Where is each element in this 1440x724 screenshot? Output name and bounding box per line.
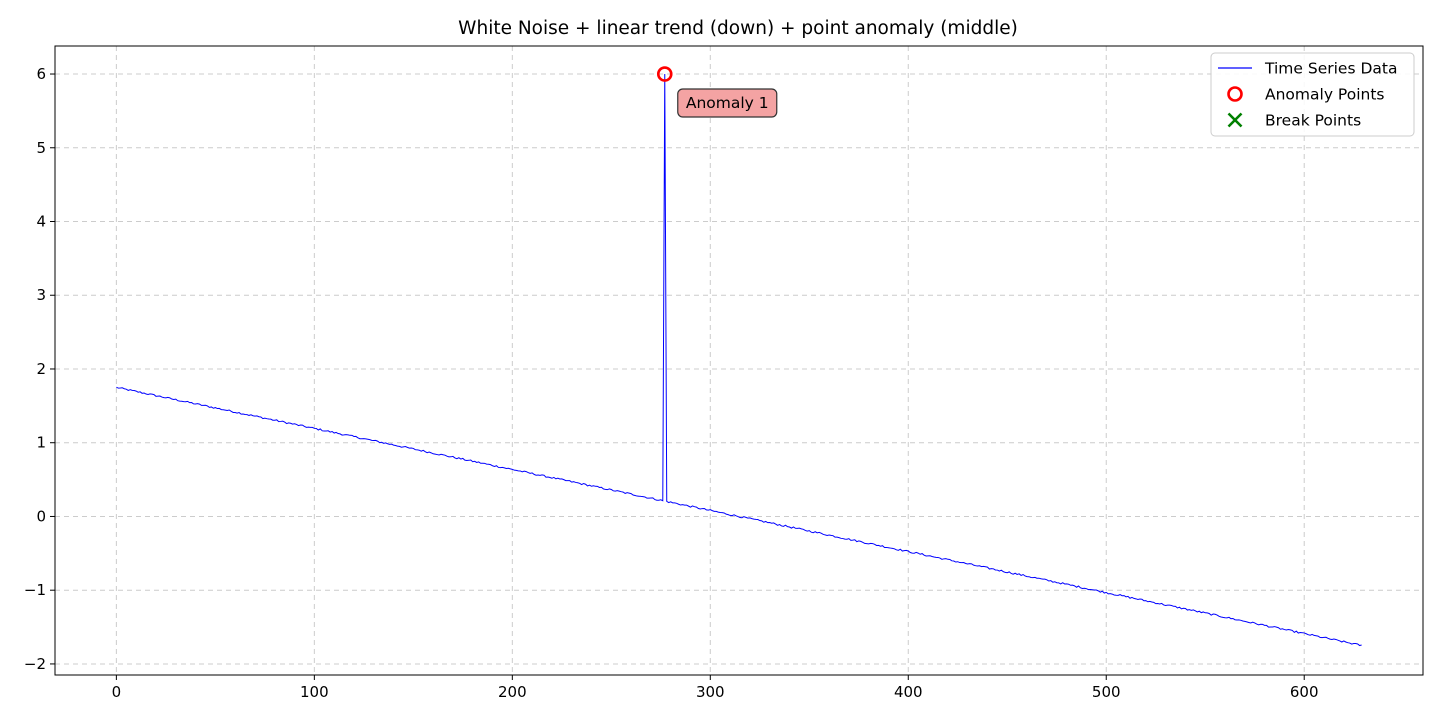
- marker-layer: [656, 66, 673, 82]
- chart-title: White Noise + linear trend (down) + poin…: [458, 18, 1018, 39]
- x-tick-label: 200: [498, 683, 527, 701]
- y-tick-label: 1: [36, 434, 46, 452]
- legend-item: Break Points: [1227, 112, 1361, 130]
- legend-label: Anomaly Points: [1265, 86, 1384, 104]
- x-tick-label: 100: [300, 683, 329, 701]
- anomaly-annotation: Anomaly 1: [677, 88, 778, 118]
- legend-item: Time Series Data: [1218, 60, 1397, 78]
- annotation-box: [677, 88, 778, 118]
- time-series-line: [116, 74, 1362, 647]
- anomaly-point-marker: [656, 66, 673, 82]
- y-tick-label: 4: [36, 213, 46, 231]
- legend-label: Time Series Data: [1264, 60, 1397, 78]
- x-tick-label: 300: [696, 683, 725, 701]
- y-tick-label: −1: [24, 581, 46, 599]
- y-tick-label: 6: [36, 65, 46, 83]
- x-tick-label: 500: [1092, 683, 1121, 701]
- x-tick-label: 600: [1290, 683, 1319, 701]
- y-tick-label: 0: [36, 507, 46, 525]
- legend-circle-swatch: [1227, 86, 1243, 102]
- legend-x-swatch: [1227, 112, 1243, 128]
- grid-lines: [55, 46, 1423, 675]
- x-tick-label: 400: [894, 683, 923, 701]
- plot-frame: [54, 45, 1424, 676]
- y-tick-label: −2: [24, 655, 46, 673]
- series-layer: [116, 74, 1362, 647]
- y-tick-label: 3: [36, 286, 46, 304]
- axes: 0 100 200 300 400 500 600 −2 −1 0 1 2 3 4 5 6: [24, 45, 1424, 701]
- legend: Time Series Data Anomaly Points Break Poin…: [1210, 52, 1415, 137]
- annotation-layer: Anomaly 1: [677, 88, 778, 118]
- y-tick-label: 5: [36, 139, 46, 157]
- annotation-label: Anomaly 1: [686, 94, 769, 112]
- legend-item: Anomaly Points: [1227, 86, 1384, 104]
- y-tick-label: 2: [36, 360, 46, 378]
- legend-box: [1210, 52, 1415, 137]
- legend-label: Break Points: [1265, 112, 1361, 130]
- x-tick-label: 0: [112, 683, 122, 701]
